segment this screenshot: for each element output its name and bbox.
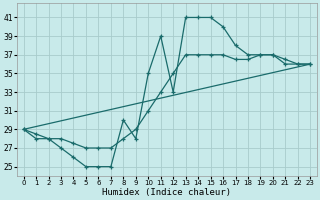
X-axis label: Humidex (Indice chaleur): Humidex (Indice chaleur) <box>102 188 231 197</box>
